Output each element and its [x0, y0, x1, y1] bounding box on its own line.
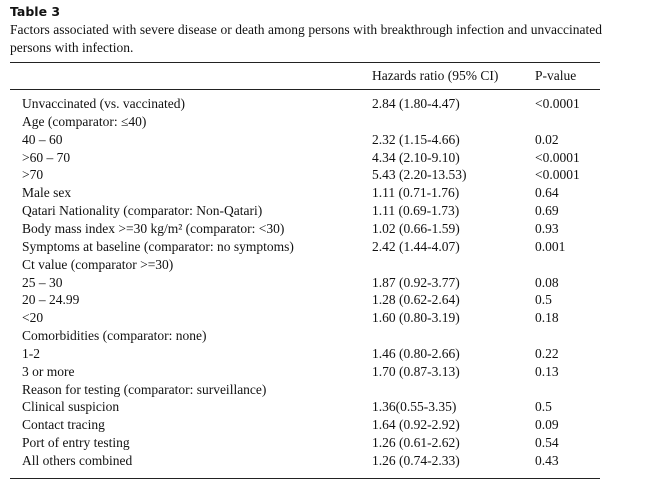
hazard-ratio: 1.87 (0.92-3.77): [372, 274, 460, 290]
row-label: Contact tracing: [22, 417, 105, 433]
hazard-ratio: 1.60 (0.80-3.19): [372, 310, 460, 326]
row-label: Age (comparator: ≤40): [22, 113, 147, 129]
p-value: 0.001: [535, 238, 566, 254]
p-value: <0.0001: [535, 149, 580, 165]
row-label: All others combined: [22, 453, 133, 468]
hazard-ratio: 4.34 (2.10-9.10): [372, 149, 460, 165]
hazard-ratio: 1.36(0.55-3.35): [372, 399, 457, 415]
hazard-ratio: 1.46 (0.80-2.66): [372, 345, 460, 361]
caption: Factors associated with severe disease o…: [10, 22, 602, 55]
row-label: >70: [22, 167, 44, 183]
hazard-ratio: 5.43 (2.20-13.53): [372, 167, 467, 183]
row-label: Unvaccinated (vs. vaccinated): [22, 96, 186, 111]
p-value: 0.09: [535, 417, 559, 433]
p-value: 0.02: [535, 131, 559, 147]
row-label: <20: [22, 310, 44, 326]
row-label: Clinical suspicion: [22, 399, 120, 415]
column-header: P-value: [535, 68, 577, 83]
p-value: <0.0001: [535, 167, 580, 183]
hazard-ratio: 1.70 (0.87-3.13): [372, 363, 460, 379]
row-label: Comorbidities (comparator: none): [22, 328, 207, 344]
p-value: 0.13: [535, 363, 559, 379]
hazard-ratio: 1.26 (0.61-2.62): [372, 435, 460, 451]
hazard-ratio: 2.42 (1.44-4.07): [372, 238, 460, 254]
row-label: >60 – 70: [22, 149, 71, 165]
p-value: 0.08: [535, 274, 559, 290]
row-label: 40 – 60: [22, 131, 63, 147]
row-label: Male sex: [22, 185, 72, 201]
hazard-ratio: 1.11 (0.69-1.73): [372, 203, 460, 219]
row-label: Symptoms at baseline (comparator: no sym…: [22, 238, 294, 254]
table-title: Table 3: [10, 4, 61, 19]
rule: [10, 89, 600, 90]
hazard-ratio: 1.64 (0.92-2.92): [372, 417, 460, 433]
row-label: 20 – 24.99: [22, 292, 80, 308]
hazard-ratio: 1.02 (0.66-1.59): [372, 220, 460, 236]
p-value: 0.54: [535, 435, 559, 451]
p-value: 0.5: [535, 399, 552, 415]
p-value: 0.93: [535, 220, 559, 236]
p-value: 0.43: [535, 453, 559, 468]
p-value: <0.0001: [535, 96, 580, 111]
hazard-ratio: 1.11 (0.71-1.76): [372, 185, 460, 201]
rule: [10, 62, 600, 63]
row-label: 1-2: [22, 345, 40, 361]
row-label: Body mass index >=30 kg/m² (comparator: …: [22, 220, 285, 236]
row-label: Port of entry testing: [22, 435, 130, 451]
row-label: Ct value (comparator >=30): [22, 256, 174, 272]
p-value: 0.5: [535, 292, 552, 308]
hazard-ratio: 1.28 (0.62-2.64): [372, 292, 460, 308]
hazard-ratio: 2.84 (1.80-4.47): [372, 96, 460, 111]
row-label: 3 or more: [22, 363, 75, 379]
p-value: 0.18: [535, 310, 559, 326]
row-label: 25 – 30: [22, 274, 63, 290]
hazard-ratio: 2.32 (1.15-4.66): [372, 131, 460, 147]
p-value: 0.22: [535, 345, 559, 361]
column-header: Hazards ratio (95% CI): [372, 68, 499, 83]
row-label: Qatari Nationality (comparator: Non-Qata…: [22, 203, 263, 219]
rule: [10, 478, 600, 479]
p-value: 0.69: [535, 203, 559, 219]
hazard-ratio: 1.26 (0.74-2.33): [372, 453, 460, 468]
row-label: Reason for testing (comparator: surveill…: [22, 381, 267, 397]
p-value: 0.64: [535, 185, 559, 201]
